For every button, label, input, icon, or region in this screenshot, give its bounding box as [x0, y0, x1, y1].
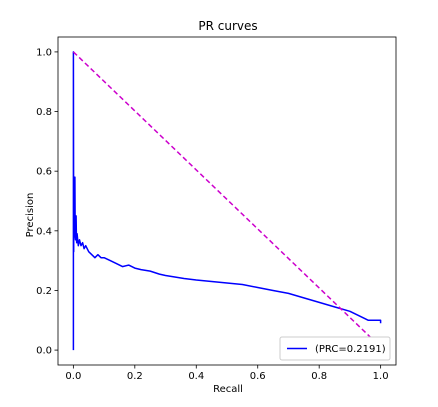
chart-title: PR curves — [198, 19, 257, 33]
series-line-diagonal — [72, 51, 376, 342]
y-tick-label: 0.2 — [36, 286, 52, 297]
series-line-prc — [72, 51, 382, 351]
legend-label: (PRC=0.2191) — [315, 344, 386, 355]
y-tick-label: 0.6 — [36, 167, 52, 178]
x-tick-label: 1.0 — [373, 371, 389, 382]
x-tick-label: 0.4 — [188, 371, 204, 382]
x-axis-label: Recall — [213, 384, 243, 395]
x-tick-label: 0.2 — [127, 371, 143, 382]
axes-frame — [57, 36, 397, 366]
legend-box — [279, 336, 391, 361]
x-tick-label: 0.8 — [311, 371, 327, 382]
y-tick-label: 0.4 — [36, 226, 52, 237]
legend: (PRC=0.2191) — [279, 336, 391, 361]
axes-layer: 0.0 0.2 0.4 0.6 0.8 1.0 0.0 0.2 0.4 0.6 0.8 1.0 — [36, 36, 397, 382]
plot-area — [72, 51, 382, 351]
y-tick-label: 0.8 — [36, 107, 52, 118]
y-axis-label: Precision — [25, 193, 36, 238]
y-tick-label: 1.0 — [36, 47, 52, 58]
y-tick-label: 0.0 — [36, 346, 52, 357]
x-tick-label: 0.6 — [250, 371, 266, 382]
x-tick-label: 0.0 — [65, 371, 81, 382]
